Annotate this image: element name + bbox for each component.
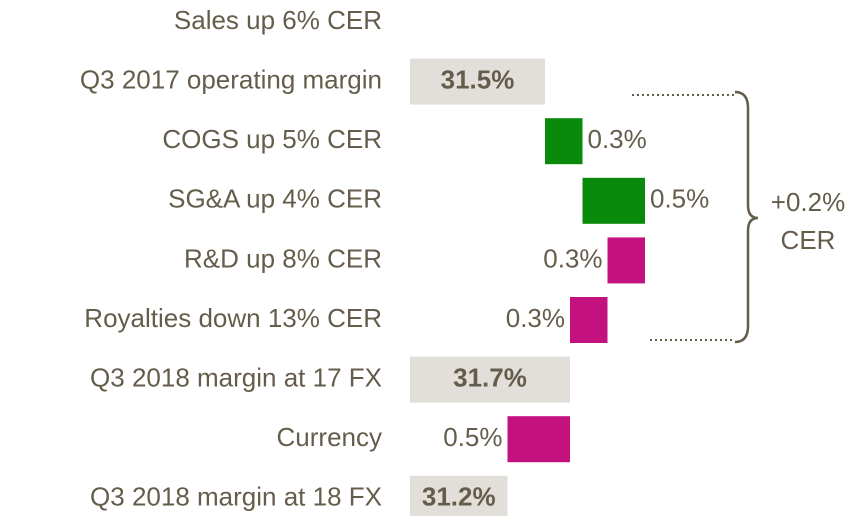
delta-label: 0.5% [443, 422, 502, 452]
decrease-bar [507, 416, 570, 463]
annotation: +0.2% [771, 187, 845, 217]
row-label: Q3 2018 margin at 18 FX [90, 482, 382, 512]
decrease-bar [570, 297, 608, 343]
row-label: COGS up 5% CER [162, 124, 382, 154]
row-label: Q3 2017 operating margin [80, 64, 382, 94]
row-label: Currency [277, 422, 382, 452]
delta-label: 0.5% [650, 184, 709, 214]
total-label: 31.5% [441, 64, 515, 94]
total-label: 31.7% [453, 362, 527, 392]
row-label: R&D up 8% CER [184, 243, 382, 273]
delta-label: 0.3% [506, 303, 565, 333]
row-label: Royalties down 13% CER [84, 303, 382, 333]
total-bar [410, 356, 570, 403]
increase-bar [582, 177, 645, 224]
annotation: CER [781, 225, 836, 255]
delta-label: 0.3% [543, 243, 602, 273]
brace [734, 90, 759, 344]
row-label: Q3 2018 margin at 17 FX [90, 362, 382, 392]
total-bar [410, 58, 545, 105]
row-label: SG&A up 4% CER [168, 184, 382, 214]
row-label: Sales up 6% CER [174, 5, 382, 35]
total-bar [410, 475, 508, 516]
decrease-bar [607, 237, 645, 284]
increase-bar [545, 118, 583, 165]
total-label: 31.2% [422, 482, 496, 512]
delta-label: 0.3% [588, 124, 647, 154]
